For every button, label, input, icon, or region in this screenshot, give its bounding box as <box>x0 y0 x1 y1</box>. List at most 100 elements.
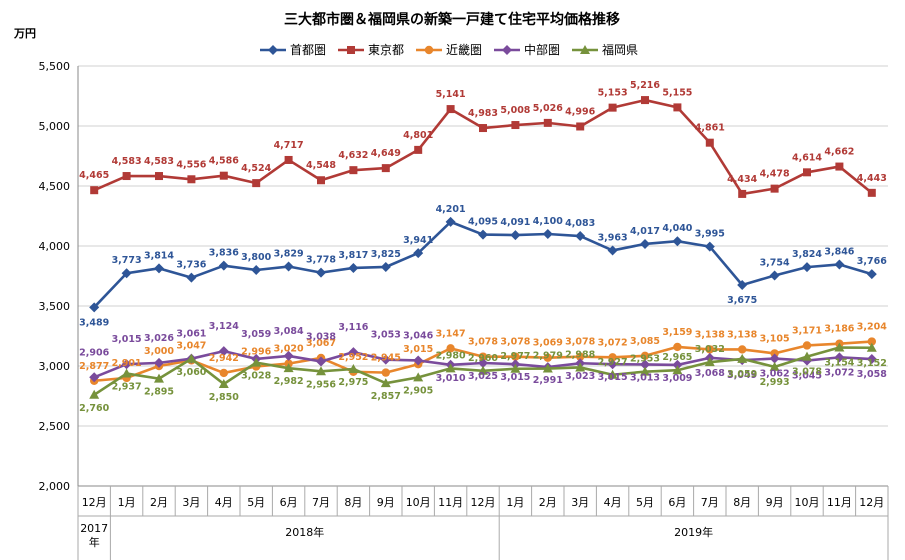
data-label: 2,980 <box>436 350 466 361</box>
legend-item: 近畿圏 <box>416 43 482 57</box>
data-label: 2,988 <box>565 349 595 360</box>
data-label: 3,067 <box>306 338 336 349</box>
data-point <box>510 230 521 241</box>
data-point <box>769 353 780 364</box>
data-point <box>834 352 845 363</box>
data-label: 3,675 <box>727 295 757 306</box>
data-label: 3,085 <box>630 336 660 347</box>
data-label: 4,996 <box>565 106 595 117</box>
data-label: 3,069 <box>533 338 563 349</box>
x-tick-label: 6月 <box>280 496 298 509</box>
data-point <box>835 162 844 171</box>
data-label: 4,583 <box>112 156 142 167</box>
data-label: 3,489 <box>79 317 109 328</box>
y-axis-unit: 万円 <box>13 27 36 40</box>
y-axis: 2,000 2,500 3,000 3,500 4,000 4,500 5,000 5,500 <box>39 60 71 493</box>
x-tick-label: 8月 <box>344 496 362 509</box>
data-point <box>347 46 355 54</box>
data-label: 2,965 <box>662 352 692 363</box>
legend-item: 東京都 <box>338 43 404 57</box>
data-point <box>640 351 650 360</box>
data-label: 3,829 <box>274 249 304 260</box>
data-label: 3,814 <box>144 250 174 261</box>
x-tick-label: 11月 <box>438 496 463 509</box>
data-point <box>89 389 100 399</box>
data-point <box>89 372 100 383</box>
data-point <box>121 359 132 370</box>
data-point <box>445 216 456 227</box>
x-tick-label: 6月 <box>668 496 686 509</box>
data-point <box>867 337 876 346</box>
x-tick-label: 1月 <box>118 496 136 509</box>
x-tick-label: 9月 <box>766 496 784 509</box>
data-label: 5,008 <box>500 105 530 116</box>
x-tick-label: 10月 <box>795 496 820 509</box>
data-label: 3,023 <box>565 371 595 382</box>
data-point <box>769 361 780 371</box>
data-point <box>218 260 229 271</box>
data-point <box>543 353 552 362</box>
data-label: 3,028 <box>241 371 271 382</box>
year-label: 2017 年 <box>80 522 108 549</box>
x-tick-label: 10月 <box>406 496 431 509</box>
x-tick-label: 5月 <box>636 496 654 509</box>
data-point <box>380 354 391 365</box>
data-point <box>866 354 877 365</box>
data-point <box>478 365 488 375</box>
data-point <box>479 124 487 133</box>
legend-item: 福岡県 <box>572 42 638 57</box>
data-label: 4,662 <box>824 147 854 158</box>
data-point <box>446 344 455 353</box>
data-point <box>316 356 326 367</box>
data-point <box>867 188 876 197</box>
data-label: 3,836 <box>209 248 239 259</box>
data-label: 3,025 <box>468 371 498 382</box>
data-label: 2,977 <box>500 351 530 362</box>
data-label: 4,524 <box>241 163 271 174</box>
data-point <box>704 357 715 367</box>
data-point <box>186 353 197 363</box>
data-point <box>317 176 325 185</box>
data-label: 3,010 <box>436 373 466 384</box>
data-point <box>413 248 424 259</box>
x-tick-label: 8月 <box>733 496 751 509</box>
data-label: 3,032 <box>695 344 725 355</box>
x-tick-label: 12月 <box>859 496 884 509</box>
y-tick-label: 5,500 <box>39 60 71 73</box>
y-tick-label: 3,500 <box>39 300 71 313</box>
data-point <box>672 236 683 247</box>
data-label: 4,983 <box>468 108 498 119</box>
data-label: 4,465 <box>79 170 109 181</box>
data-point <box>770 349 779 358</box>
data-label: 2,760 <box>79 403 109 414</box>
x-tick-label: 11月 <box>827 496 852 509</box>
data-point <box>866 342 877 352</box>
data-point <box>672 359 683 370</box>
data-label: 2,942 <box>209 353 239 364</box>
data-point <box>187 175 196 184</box>
x-tick-label: 2月 <box>539 496 557 509</box>
data-label: 4,801 <box>403 130 433 141</box>
data-label: 4,434 <box>727 174 757 185</box>
data-label: 3,045 <box>792 371 822 382</box>
data-label: 2,895 <box>144 387 174 398</box>
data-label: 3,152 <box>857 358 887 369</box>
y-tick-label: 5,000 <box>39 120 71 133</box>
data-point <box>154 357 164 368</box>
data-point <box>737 353 748 363</box>
x-tick-label: 5月 <box>247 496 265 509</box>
data-point <box>607 359 618 370</box>
legend-item: 中部圏 <box>494 42 560 57</box>
data-point <box>478 352 488 361</box>
data-point <box>283 261 294 272</box>
x-tick-label: 7月 <box>701 496 719 509</box>
data-point <box>381 164 390 173</box>
x-tick-label: 3月 <box>182 496 200 509</box>
data-label: 3,049 <box>727 370 757 381</box>
data-label: 5,155 <box>662 87 692 98</box>
data-point <box>155 172 163 181</box>
series-東京都 <box>90 96 876 198</box>
data-label: 2,927 <box>598 357 628 368</box>
data-label: 3,824 <box>792 249 822 260</box>
data-point <box>413 372 424 382</box>
